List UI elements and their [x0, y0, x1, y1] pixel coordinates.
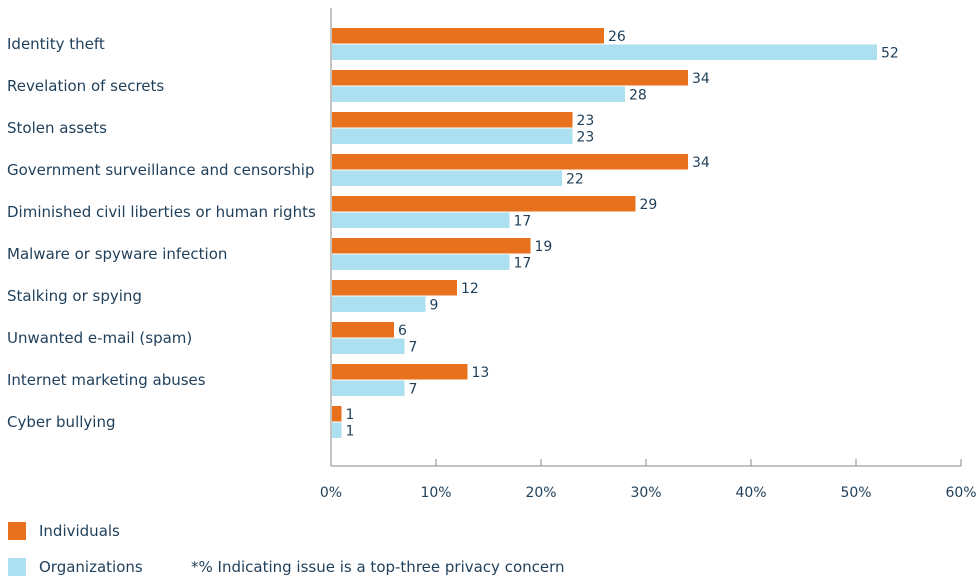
- x-tick-label: 50%: [840, 485, 871, 500]
- category-label: Malware or spyware infection: [7, 245, 227, 263]
- x-tick-label: 0%: [320, 485, 342, 500]
- category-label: Stolen assets: [7, 119, 107, 137]
- data-label: 9: [430, 298, 439, 314]
- data-label: 26: [608, 29, 626, 45]
- bar-organizations: [332, 213, 510, 229]
- data-label: 13: [472, 365, 490, 381]
- bar-individuals: [332, 112, 573, 128]
- bar-individuals: [332, 154, 688, 170]
- footnote: *% Indicating issue is a top-three priva…: [191, 558, 565, 576]
- bar-organizations: [332, 339, 405, 355]
- data-label: 17: [514, 256, 532, 272]
- data-label: 29: [640, 197, 658, 213]
- category-label: Stalking or spying: [7, 287, 142, 305]
- data-label: 17: [514, 214, 532, 230]
- legend-swatch-individuals: [8, 522, 26, 540]
- category-label: Government surveillance and censorship: [7, 161, 315, 179]
- category-label: Revelation of secrets: [7, 77, 164, 95]
- x-tick-label: 10%: [420, 485, 451, 500]
- data-label: 28: [629, 88, 647, 104]
- bar-individuals: [332, 28, 604, 44]
- x-tick-label: 60%: [945, 485, 976, 500]
- data-label: 7: [409, 382, 418, 398]
- data-label: 34: [692, 71, 710, 87]
- category-label: Internet marketing abuses: [7, 371, 206, 389]
- bar-organizations: [332, 255, 510, 271]
- category-label: Cyber bullying: [7, 413, 115, 431]
- bar-individuals: [332, 322, 394, 338]
- data-label: 23: [577, 130, 595, 146]
- data-label: 12: [461, 281, 479, 297]
- bar-chart: 0% 10% 20% 30% 40% 50% 60% Identity theft 26 52 Re…: [0, 0, 978, 500]
- legend-item-individuals: Individuals: [8, 522, 120, 540]
- bar-individuals: [332, 280, 457, 296]
- data-label: 7: [409, 340, 418, 356]
- data-label: 19: [535, 239, 553, 255]
- category-label: Identity theft: [7, 35, 105, 53]
- bar-individuals: [332, 70, 688, 86]
- legend-label-organizations: Organizations: [39, 558, 143, 576]
- data-label: 6: [398, 323, 407, 339]
- data-label: 23: [577, 113, 595, 129]
- bar-organizations: [332, 129, 573, 145]
- legend-swatch-organizations: [8, 558, 26, 576]
- x-tick-label: 30%: [630, 485, 661, 500]
- bar-individuals: [332, 364, 468, 380]
- legend-item-organizations: Organizations: [8, 558, 143, 576]
- bar-individuals: [332, 196, 636, 212]
- x-tick-label: 20%: [525, 485, 556, 500]
- bar-organizations: [332, 297, 426, 313]
- data-label: 1: [346, 407, 355, 423]
- x-tick-label: 40%: [735, 485, 766, 500]
- data-label: 34: [692, 155, 710, 171]
- bar-organizations: [332, 45, 877, 61]
- data-label: 1: [346, 424, 355, 440]
- legend-label-individuals: Individuals: [39, 522, 120, 540]
- bar-individuals: [332, 238, 531, 254]
- bar-organizations: [332, 423, 342, 439]
- data-label: 22: [566, 172, 584, 188]
- bar-organizations: [332, 171, 562, 187]
- category-label: Diminished civil liberties or human righ…: [7, 203, 316, 221]
- data-label: 52: [881, 46, 899, 62]
- category-label: Unwanted e-mail (spam): [7, 329, 192, 347]
- bar-organizations: [332, 87, 625, 103]
- bar-organizations: [332, 381, 405, 397]
- bar-individuals: [332, 406, 342, 422]
